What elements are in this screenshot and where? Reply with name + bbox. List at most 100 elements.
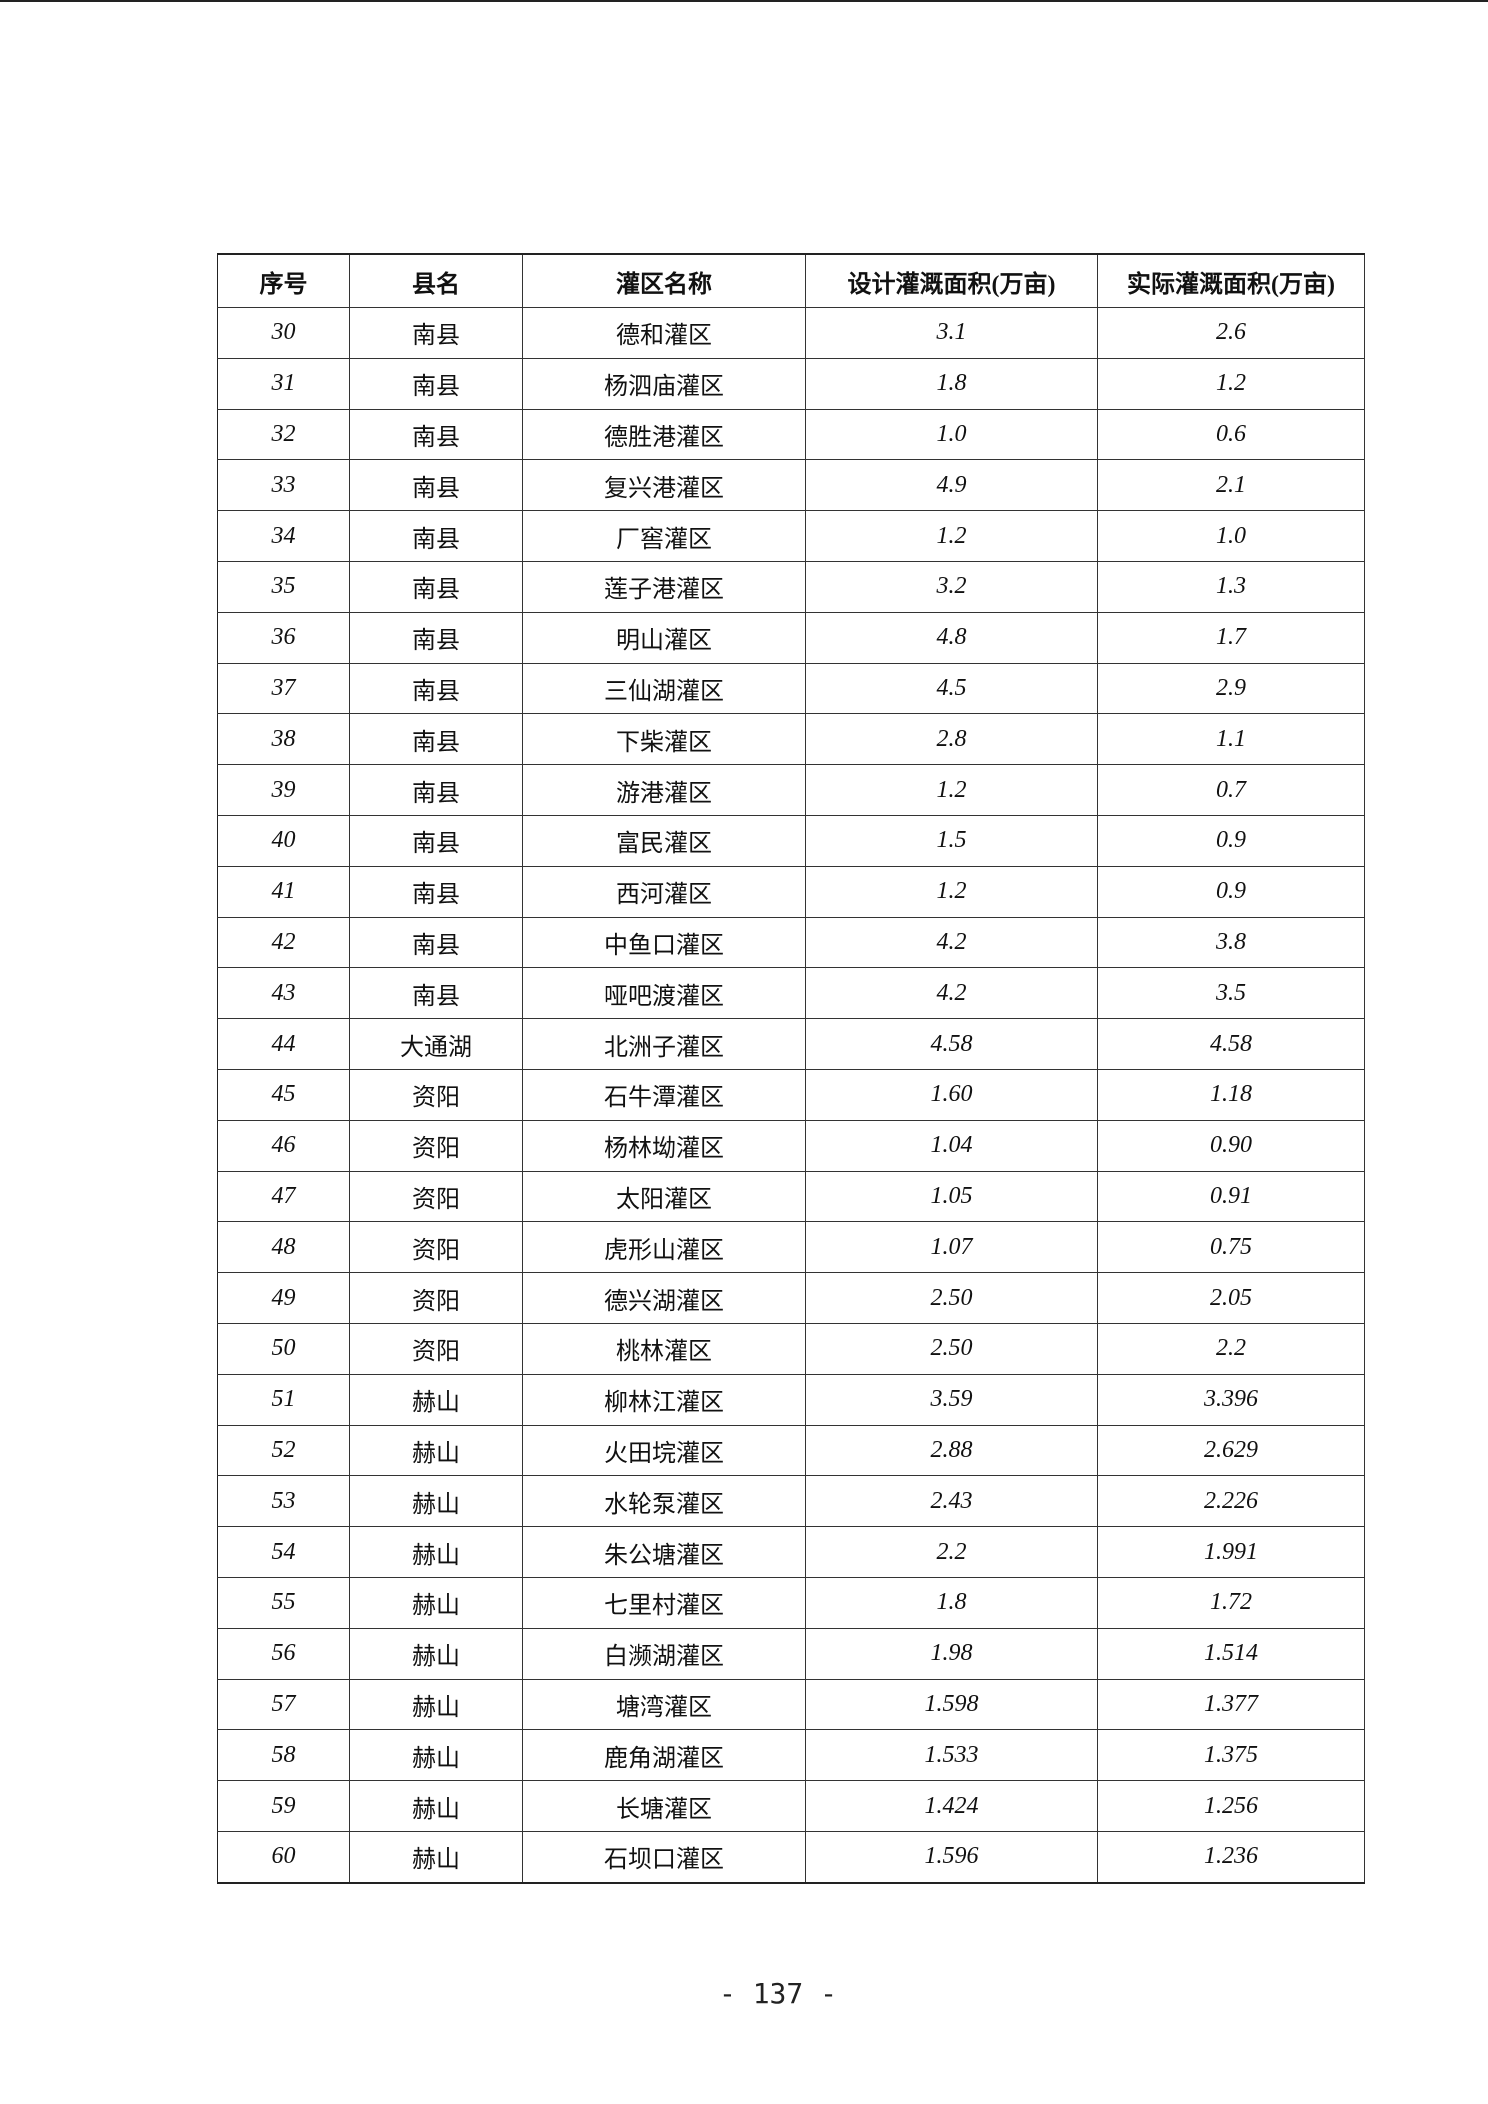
- table-row: 50 资阳 桃林灌区 2.50 2.2: [217, 1322, 1365, 1375]
- table-row: 56 赫山 白濒湖灌区 1.98 1.514: [217, 1627, 1365, 1680]
- table-row: 49 资阳 德兴湖灌区 2.50 2.05: [217, 1272, 1365, 1324]
- index-cell: 39: [217, 764, 350, 816]
- index-cell: 36: [217, 611, 350, 664]
- district-name-cell: 柳林江灌区: [522, 1373, 806, 1426]
- design-area-cell: 1.60: [805, 1068, 1098, 1121]
- table-row: 32 南县 德胜港灌区 1.0 0.6: [217, 408, 1365, 461]
- district-name-cell: 北洲子灌区: [522, 1018, 806, 1070]
- table-row: 30 南县 德和灌区 3.1 2.6: [217, 307, 1365, 359]
- table-row: 52 赫山 火田垸灌区 2.88 2.629: [217, 1424, 1365, 1477]
- district-name-cell: 水轮泵灌区: [522, 1475, 806, 1528]
- district-name-cell: 西河灌区: [522, 865, 806, 918]
- actual-area-cell: 3.8: [1097, 916, 1365, 969]
- index-cell: 53: [217, 1475, 350, 1528]
- district-name-cell: 石坝口灌区: [522, 1830, 806, 1884]
- index-cell: 31: [217, 357, 350, 410]
- actual-area-cell: 1.0: [1097, 510, 1365, 562]
- actual-area-cell: 2.2: [1097, 1322, 1365, 1375]
- county-cell: 南县: [349, 459, 523, 512]
- actual-area-cell: 0.6: [1097, 408, 1365, 461]
- header-index: 序号: [217, 253, 350, 308]
- district-name-cell: 鹿角湖灌区: [522, 1729, 806, 1782]
- index-cell: 48: [217, 1221, 350, 1274]
- county-cell: 赫山: [349, 1678, 523, 1731]
- design-area-cell: 2.8: [805, 713, 1098, 766]
- actual-area-cell: 1.2: [1097, 357, 1365, 410]
- county-cell: 赫山: [349, 1373, 523, 1426]
- header-district-name: 灌区名称: [522, 253, 806, 308]
- actual-area-cell: 1.236: [1097, 1830, 1365, 1884]
- table-row: 39 南县 游港灌区 1.2 0.7: [217, 764, 1365, 816]
- county-cell: 资阳: [349, 1322, 523, 1375]
- district-name-cell: 下柴灌区: [522, 713, 806, 766]
- district-name-cell: 桃林灌区: [522, 1322, 806, 1375]
- design-area-cell: 1.8: [805, 1576, 1098, 1629]
- design-area-cell: 1.598: [805, 1678, 1098, 1731]
- design-area-cell: 1.533: [805, 1729, 1098, 1782]
- design-area-cell: 1.04: [805, 1119, 1098, 1172]
- design-area-cell: 1.2: [805, 764, 1098, 816]
- index-cell: 34: [217, 510, 350, 562]
- district-name-cell: 游港灌区: [522, 764, 806, 816]
- index-cell: 50: [217, 1322, 350, 1375]
- district-name-cell: 火田垸灌区: [522, 1424, 806, 1477]
- index-cell: 35: [217, 560, 350, 613]
- county-cell: 南县: [349, 307, 523, 359]
- index-cell: 58: [217, 1729, 350, 1782]
- index-cell: 52: [217, 1424, 350, 1477]
- actual-area-cell: 1.18: [1097, 1068, 1365, 1121]
- county-cell: 南县: [349, 814, 523, 867]
- design-area-cell: 4.58: [805, 1018, 1098, 1070]
- county-cell: 赫山: [349, 1576, 523, 1629]
- district-name-cell: 厂窖灌区: [522, 510, 806, 562]
- table-row: 47 资阳 太阳灌区 1.05 0.91: [217, 1170, 1365, 1223]
- actual-area-cell: 3.5: [1097, 967, 1365, 1020]
- district-name-cell: 杨泗庙灌区: [522, 357, 806, 410]
- county-cell: 南县: [349, 662, 523, 715]
- actual-area-cell: 2.1: [1097, 459, 1365, 512]
- county-cell: 赫山: [349, 1475, 523, 1528]
- design-area-cell: 3.2: [805, 560, 1098, 613]
- index-cell: 55: [217, 1576, 350, 1629]
- district-name-cell: 太阳灌区: [522, 1170, 806, 1223]
- district-name-cell: 三仙湖灌区: [522, 662, 806, 715]
- actual-area-cell: 1.1: [1097, 713, 1365, 766]
- actual-area-cell: 2.9: [1097, 662, 1365, 715]
- header-actual-area: 实际灌溉面积(万亩): [1097, 253, 1365, 308]
- actual-area-cell: 3.396: [1097, 1373, 1365, 1426]
- table-row: 54 赫山 朱公塘灌区 2.2 1.991: [217, 1526, 1365, 1578]
- table-row: 35 南县 莲子港灌区 3.2 1.3: [217, 560, 1365, 613]
- district-name-cell: 虎形山灌区: [522, 1221, 806, 1274]
- actual-area-cell: 2.629: [1097, 1424, 1365, 1477]
- index-cell: 41: [217, 865, 350, 918]
- index-cell: 33: [217, 459, 350, 512]
- table-row: 60 赫山 石坝口灌区 1.596 1.236: [217, 1830, 1365, 1884]
- table-header-row: 序号 县名 灌区名称 设计灌溉面积(万亩) 实际灌溉面积(万亩): [217, 253, 1365, 308]
- index-cell: 40: [217, 814, 350, 867]
- actual-area-cell: 2.6: [1097, 307, 1365, 359]
- table-row: 42 南县 中鱼口灌区 4.2 3.8: [217, 916, 1365, 969]
- page-number: - 137 -: [718, 1977, 837, 2010]
- district-name-cell: 德和灌区: [522, 307, 806, 359]
- actual-area-cell: 2.05: [1097, 1272, 1365, 1324]
- district-name-cell: 白濒湖灌区: [522, 1627, 806, 1680]
- table-row: 33 南县 复兴港灌区 4.9 2.1: [217, 459, 1365, 512]
- index-cell: 43: [217, 967, 350, 1020]
- table-row: 51 赫山 柳林江灌区 3.59 3.396: [217, 1373, 1365, 1426]
- actual-area-cell: 1.377: [1097, 1678, 1365, 1731]
- district-name-cell: 朱公塘灌区: [522, 1526, 806, 1578]
- actual-area-cell: 0.90: [1097, 1119, 1365, 1172]
- county-cell: 大通湖: [349, 1018, 523, 1070]
- county-cell: 资阳: [349, 1170, 523, 1223]
- district-name-cell: 塘湾灌区: [522, 1678, 806, 1731]
- actual-area-cell: 1.7: [1097, 611, 1365, 664]
- table-row: 36 南县 明山灌区 4.8 1.7: [217, 611, 1365, 664]
- table-row: 44 大通湖 北洲子灌区 4.58 4.58: [217, 1018, 1365, 1070]
- county-cell: 南县: [349, 967, 523, 1020]
- index-cell: 45: [217, 1068, 350, 1121]
- county-cell: 赫山: [349, 1424, 523, 1477]
- district-name-cell: 长塘灌区: [522, 1780, 806, 1832]
- county-cell: 南县: [349, 408, 523, 461]
- design-area-cell: 1.5: [805, 814, 1098, 867]
- table-row: 37 南县 三仙湖灌区 4.5 2.9: [217, 662, 1365, 715]
